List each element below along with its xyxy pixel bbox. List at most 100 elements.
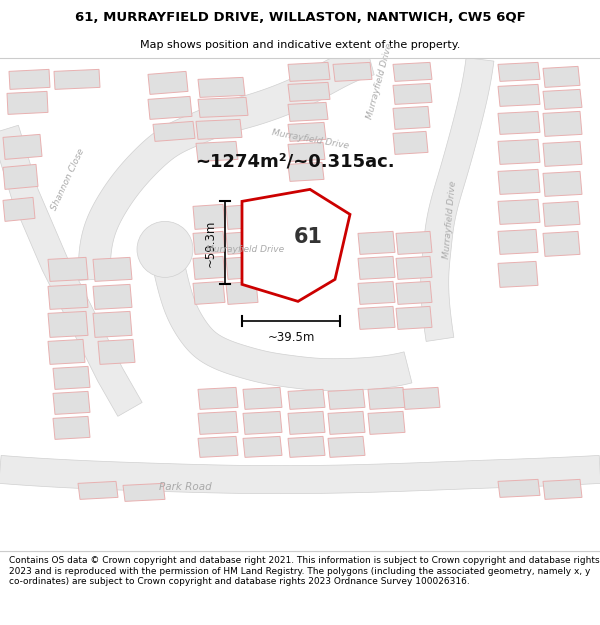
Polygon shape <box>498 261 538 288</box>
Polygon shape <box>498 84 540 106</box>
Polygon shape <box>226 256 258 279</box>
Polygon shape <box>328 436 365 457</box>
Polygon shape <box>198 78 245 98</box>
Polygon shape <box>543 171 582 196</box>
Polygon shape <box>358 281 395 304</box>
Polygon shape <box>78 481 118 499</box>
Polygon shape <box>421 58 494 341</box>
Polygon shape <box>498 169 540 194</box>
Polygon shape <box>196 141 238 161</box>
Polygon shape <box>403 388 440 409</box>
Polygon shape <box>288 122 326 141</box>
Text: Murrayfield Drive: Murrayfield Drive <box>206 245 284 254</box>
Polygon shape <box>288 411 325 434</box>
Polygon shape <box>9 69 50 89</box>
Polygon shape <box>498 229 538 254</box>
Polygon shape <box>196 119 242 139</box>
Polygon shape <box>396 256 432 279</box>
Polygon shape <box>288 389 325 409</box>
Polygon shape <box>498 139 540 164</box>
Polygon shape <box>53 391 90 414</box>
Polygon shape <box>543 89 582 109</box>
Polygon shape <box>543 231 580 256</box>
Polygon shape <box>198 388 238 409</box>
Polygon shape <box>193 281 225 304</box>
Polygon shape <box>358 256 395 279</box>
Polygon shape <box>368 388 405 409</box>
Polygon shape <box>123 483 165 501</box>
Polygon shape <box>93 284 132 309</box>
Polygon shape <box>93 258 132 281</box>
Polygon shape <box>243 436 282 457</box>
Polygon shape <box>198 436 238 457</box>
Polygon shape <box>288 142 325 161</box>
Polygon shape <box>53 416 90 439</box>
Polygon shape <box>288 62 330 81</box>
Polygon shape <box>198 98 248 118</box>
Polygon shape <box>498 199 540 224</box>
Text: 61, MURRAYFIELD DRIVE, WILLASTON, NANTWICH, CW5 6QF: 61, MURRAYFIELD DRIVE, WILLASTON, NANTWI… <box>74 11 526 24</box>
Polygon shape <box>328 389 365 409</box>
Polygon shape <box>0 456 600 494</box>
Polygon shape <box>0 125 142 416</box>
Polygon shape <box>393 131 428 154</box>
Polygon shape <box>543 111 582 136</box>
Polygon shape <box>148 71 188 94</box>
Polygon shape <box>368 411 405 434</box>
Text: Shannon Close: Shannon Close <box>50 147 86 212</box>
Polygon shape <box>288 82 330 101</box>
Text: Park Road: Park Road <box>158 482 211 492</box>
Polygon shape <box>243 411 282 434</box>
Polygon shape <box>396 231 432 254</box>
Text: ~39.5m: ~39.5m <box>268 331 314 344</box>
Polygon shape <box>358 306 395 329</box>
Polygon shape <box>543 141 582 166</box>
Text: Murrayfield Drive: Murrayfield Drive <box>365 42 394 120</box>
Polygon shape <box>393 62 432 81</box>
Polygon shape <box>48 311 88 338</box>
Circle shape <box>137 221 193 278</box>
Polygon shape <box>543 66 580 88</box>
Polygon shape <box>396 306 432 329</box>
Polygon shape <box>3 134 42 159</box>
Polygon shape <box>498 62 540 81</box>
Polygon shape <box>226 231 258 254</box>
Polygon shape <box>288 436 325 457</box>
Polygon shape <box>93 311 132 338</box>
Polygon shape <box>48 258 88 281</box>
Polygon shape <box>226 204 258 229</box>
Polygon shape <box>153 121 195 141</box>
Polygon shape <box>53 366 90 389</box>
Polygon shape <box>54 69 100 89</box>
Text: Murrayfield Drive: Murrayfield Drive <box>271 128 349 151</box>
Polygon shape <box>3 164 38 189</box>
Polygon shape <box>149 246 412 391</box>
Polygon shape <box>193 204 225 229</box>
Polygon shape <box>498 479 540 498</box>
Polygon shape <box>543 201 580 226</box>
Polygon shape <box>242 189 350 301</box>
Polygon shape <box>148 96 192 119</box>
Polygon shape <box>543 479 582 499</box>
Text: ~1274m²/~0.315ac.: ~1274m²/~0.315ac. <box>195 152 395 171</box>
Polygon shape <box>226 281 258 304</box>
Polygon shape <box>98 339 135 364</box>
Polygon shape <box>358 231 395 254</box>
Polygon shape <box>328 411 365 434</box>
Text: 61: 61 <box>293 228 323 248</box>
Text: Map shows position and indicative extent of the property.: Map shows position and indicative extent… <box>140 40 460 50</box>
Polygon shape <box>288 162 324 181</box>
Polygon shape <box>396 281 432 304</box>
Polygon shape <box>48 284 88 309</box>
Polygon shape <box>243 388 282 409</box>
Polygon shape <box>393 106 430 129</box>
Polygon shape <box>498 111 540 134</box>
Polygon shape <box>48 339 85 364</box>
Text: Murrayfield Drive: Murrayfield Drive <box>442 180 458 259</box>
Polygon shape <box>393 83 432 104</box>
Polygon shape <box>193 231 225 254</box>
Polygon shape <box>288 102 328 121</box>
Polygon shape <box>198 411 238 434</box>
Polygon shape <box>333 62 372 81</box>
Polygon shape <box>3 198 35 221</box>
